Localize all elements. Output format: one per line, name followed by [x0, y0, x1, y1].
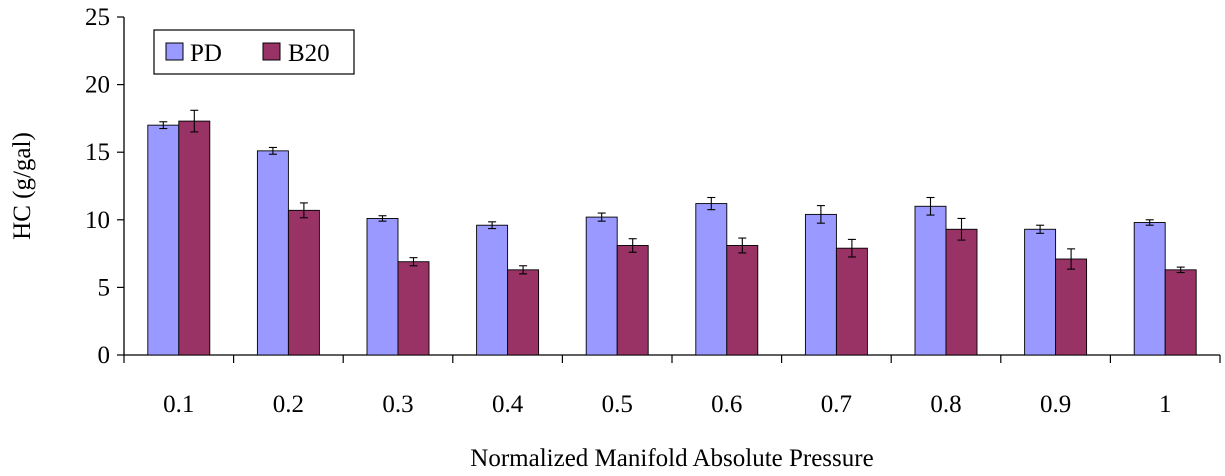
- error-bar-pd: [816, 205, 825, 224]
- bar-pd: [914, 205, 947, 356]
- bar-b20: [178, 120, 211, 356]
- bar-b20: [1055, 258, 1088, 356]
- error-bar-b20: [519, 265, 528, 275]
- error-bar-b20: [847, 238, 856, 258]
- x-axis-ticks: 0.1 0.2 0.3 0.4 0.5 0.6 0.7 0.8 0.9 1: [123, 355, 1221, 418]
- bar-pd: [366, 217, 399, 356]
- error-bar-pd: [707, 196, 716, 211]
- error-bar-b20: [1176, 266, 1185, 274]
- error-bar-pd: [159, 121, 168, 130]
- error-bar-b20: [1067, 248, 1076, 270]
- x-tick-label: 0.6: [711, 391, 742, 418]
- y-tick-label: 15: [85, 139, 110, 166]
- error-bar-b20: [409, 257, 418, 267]
- error-bar-pd: [597, 212, 606, 222]
- bar-b20: [835, 247, 868, 356]
- error-bar-b20: [190, 109, 199, 133]
- error-bar-pd: [268, 146, 277, 155]
- x-axis-title: Normalized Manifold Absolute Pressure: [470, 445, 873, 472]
- x-tick-label: 0.3: [382, 391, 413, 418]
- error-bar-b20: [738, 237, 747, 254]
- y-axis-ticks: 0 5 10 15 20 25: [85, 4, 124, 369]
- error-bar-b20: [299, 202, 308, 219]
- bar-pd: [1133, 222, 1166, 356]
- error-bar-pd: [1036, 224, 1045, 234]
- bar-b20: [1164, 269, 1197, 356]
- bar-pd: [804, 213, 837, 356]
- bar-pd: [147, 124, 180, 356]
- legend-swatch-pd: [165, 42, 184, 61]
- error-bar-b20: [628, 238, 637, 253]
- legend-label-b20: B20: [288, 40, 330, 67]
- error-bar-pd: [1145, 219, 1154, 226]
- y-tick-label: 0: [98, 342, 111, 369]
- bar-b20: [616, 245, 649, 356]
- y-tick-label: 20: [85, 72, 110, 99]
- bar-pd: [1024, 228, 1057, 356]
- y-tick-label: 5: [98, 274, 111, 301]
- error-bar-pd: [926, 196, 935, 216]
- y-tick-label: 25: [85, 4, 110, 31]
- legend: PD B20: [153, 29, 355, 75]
- legend-swatch-b20: [262, 42, 281, 61]
- bar-pd: [585, 216, 618, 356]
- bar-b20: [507, 269, 540, 356]
- x-tick-label: 0.8: [930, 391, 961, 418]
- bar-b20: [945, 228, 978, 356]
- error-bar-pd: [488, 221, 497, 230]
- bar-b20: [397, 261, 430, 356]
- y-axis-title: HC (g/gal): [9, 132, 36, 240]
- legend-box: [153, 29, 355, 75]
- error-bar-group: [159, 109, 1185, 275]
- x-tick-label: 1: [1159, 391, 1172, 418]
- bar-series-group: [147, 120, 1197, 356]
- x-tick-label: 0.2: [273, 391, 304, 418]
- error-bar-b20: [957, 217, 966, 241]
- x-tick-label: 0.1: [163, 391, 194, 418]
- x-tick-label: 0.5: [602, 391, 633, 418]
- y-tick-label: 10: [85, 207, 110, 234]
- error-bar-pd: [378, 215, 387, 222]
- bar-pd: [256, 150, 289, 356]
- bar-b20: [726, 245, 759, 356]
- bar-pd: [695, 203, 728, 356]
- bar-b20: [287, 209, 320, 356]
- bar-pd: [476, 224, 509, 356]
- x-tick-label: 0.9: [1040, 391, 1071, 418]
- legend-label-pd: PD: [190, 40, 222, 67]
- x-tick-label: 0.7: [821, 391, 852, 418]
- x-tick-label: 0.4: [492, 391, 524, 418]
- plot-area: 0 5 10 15 20 25 0.1 0.2 0.3 0.4 0.5 0.6 0.7 0.8 0.9 1: [85, 4, 1221, 418]
